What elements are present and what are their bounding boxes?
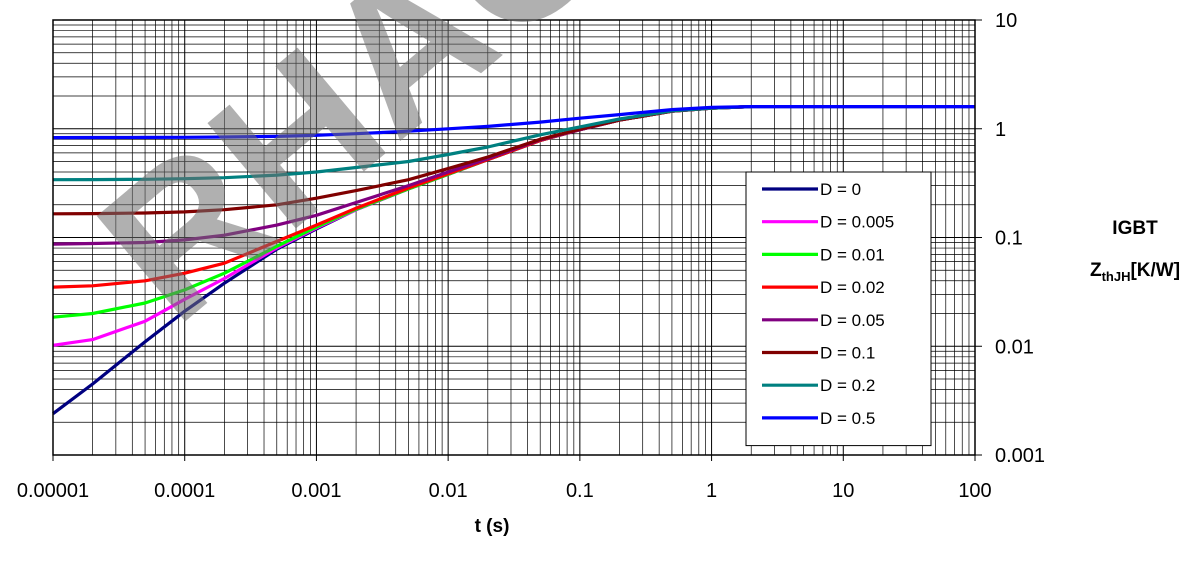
y-tick-label: 0.01 bbox=[995, 336, 1034, 358]
x-axis-label: t (s) bbox=[475, 516, 510, 537]
y-tick-label: 0.001 bbox=[995, 445, 1045, 467]
legend-label: D = 0.005 bbox=[820, 213, 894, 232]
legend-label: D = 0.02 bbox=[820, 278, 885, 297]
y-tick-labels: 10 1 0.1 0.01 0.001 bbox=[975, 10, 1045, 467]
x-tick-label: 0.00001 bbox=[17, 480, 89, 502]
series-line-6 bbox=[52, 105, 752, 182]
legend-label: D = 0.05 bbox=[820, 311, 885, 330]
legend-label: D = 0.01 bbox=[820, 245, 885, 264]
legend-box bbox=[745, 171, 932, 447]
y-axis-label-main: Z bbox=[1090, 260, 1102, 281]
x-tick-label: 100 bbox=[958, 480, 991, 502]
legend-label: D = 0.5 bbox=[820, 409, 875, 428]
x-tick-label: 0.1 bbox=[566, 480, 594, 502]
series-layer bbox=[52, 105, 975, 415]
x-tick-label: 1 bbox=[706, 480, 717, 502]
legend-label: D = 0.2 bbox=[820, 376, 875, 395]
y-axis-label-line1: IGBT bbox=[1112, 218, 1158, 239]
series-line-7 bbox=[52, 105, 975, 140]
y-tick-label: 1 bbox=[995, 119, 1006, 141]
y-tick-label: 0.1 bbox=[995, 228, 1023, 250]
legend: D = 0 D = 0.005 D = 0.01 D = 0.02 D = 0.05 D … bbox=[745, 171, 932, 447]
y-axis-label-subscript: thJH bbox=[1102, 269, 1131, 284]
y-axis-label-unit: [K/W] bbox=[1130, 260, 1180, 281]
legend-label: D = 0 bbox=[820, 180, 861, 199]
x-tick-label: 10 bbox=[832, 480, 854, 502]
x-tick-label: 0.01 bbox=[429, 480, 468, 502]
legend-label: D = 0.1 bbox=[820, 344, 875, 363]
x-tick-labels: 0.00001 0.0001 0.001 0.01 0.1 1 10 100 bbox=[17, 455, 992, 502]
x-tick-label: 0.0001 bbox=[154, 480, 215, 502]
grid bbox=[52, 20, 975, 456]
y-axis-label-line2: ZthJH[K/W] bbox=[1090, 260, 1180, 284]
x-tick-label: 0.001 bbox=[291, 480, 341, 502]
y-tick-label: 10 bbox=[995, 10, 1017, 32]
